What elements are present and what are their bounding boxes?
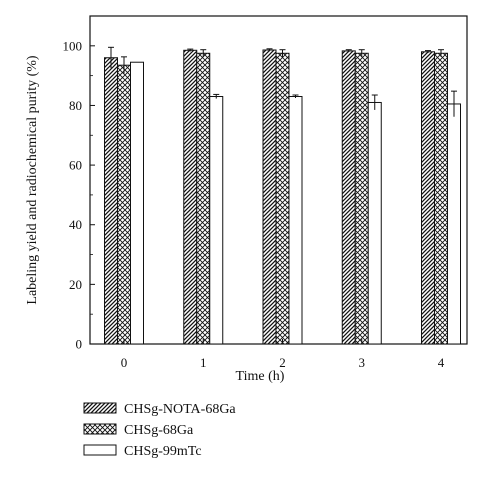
- bar-chsg-68ga: [275, 52, 290, 345]
- x-tick-label: 4: [438, 355, 445, 370]
- bar-chsg-nota-68ga: [421, 51, 435, 345]
- bar-chsg-99mtc: [367, 101, 382, 345]
- y-tick-label: 20: [69, 277, 82, 292]
- y-axis-title: Labeling yield and radiochemical purity …: [25, 55, 40, 305]
- bar-chsg-nota-68ga: [262, 49, 277, 345]
- y-tick-label: 0: [76, 337, 83, 352]
- y-tick-label: 60: [69, 158, 82, 173]
- plot-area: [89, 15, 468, 345]
- bar-chsg-nota-68ga: [183, 49, 198, 345]
- legend-swatch: [83, 444, 117, 456]
- legend: CHSg-NOTA-68Ga CHSg-68Ga CHSg-99mTc: [83, 402, 236, 459]
- bar-chsg-nota-68ga: [104, 57, 118, 345]
- bar-chsg-68ga: [196, 52, 211, 345]
- bar-chsg-68ga: [354, 52, 369, 345]
- legend-label: CHSg-68Ga: [124, 423, 194, 438]
- y-tick-label: 40: [69, 217, 82, 232]
- bar-chsg-68ga: [117, 64, 131, 345]
- y-axis: 0 20 40 60 80 100: [63, 38, 95, 352]
- legend-label: CHSg-NOTA-68Ga: [124, 402, 236, 417]
- y-tick-label: 100: [63, 38, 83, 53]
- bar-chsg-99mtc: [288, 96, 303, 345]
- legend-swatch: [83, 423, 117, 435]
- legend-label: CHSg-99mTc: [124, 444, 202, 459]
- x-tick-label: 2: [279, 355, 286, 370]
- bar-chsg-99mtc: [209, 96, 224, 345]
- bar-chsg-nota-68ga: [341, 50, 356, 345]
- bar-chsg-99mtc: [130, 61, 144, 345]
- bar-chsg-68ga: [434, 52, 448, 345]
- legend-swatch: [83, 402, 117, 414]
- y-tick-label: 80: [69, 98, 82, 113]
- x-tick-label: 1: [200, 355, 207, 370]
- x-tick-label: 0: [121, 355, 128, 370]
- bar-chsg-99mtc: [447, 103, 461, 345]
- x-axis: 0 1 2 3 4: [121, 339, 445, 370]
- x-axis-title: Time (h): [236, 369, 285, 384]
- x-tick-label: 3: [359, 355, 366, 370]
